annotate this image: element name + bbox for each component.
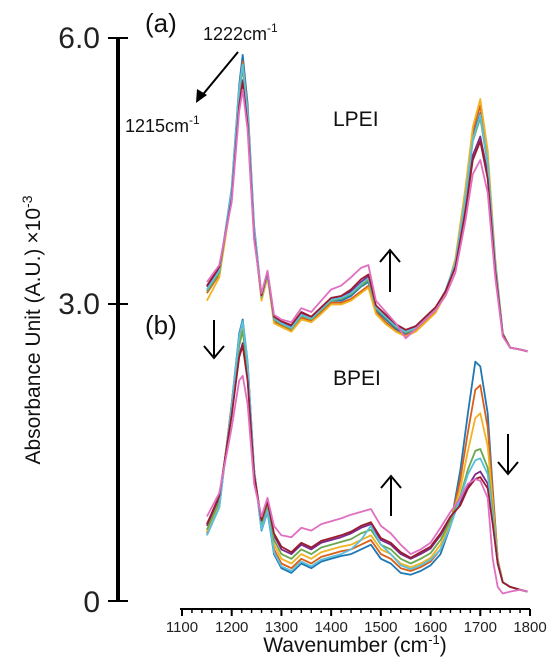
annotation-arrow-head: [196, 89, 207, 103]
x-axis-title-close: ): [440, 634, 447, 657]
annotation-1215: 1215cm-1: [125, 113, 200, 136]
series-line-b-1: [206, 318, 528, 593]
x-tick-label: 1200: [215, 619, 248, 636]
panel-label-a: (a): [145, 8, 177, 38]
y-tick-label: 3.0: [58, 288, 100, 321]
x-axis-title-exp: -1: [428, 632, 440, 647]
annotation-1222: 1222cm-1: [203, 21, 278, 44]
x-axis-title: Wavenumber (cm-1): [263, 632, 447, 657]
x-tick-label: 1700: [464, 619, 497, 636]
x-tick-label: 1800: [513, 619, 546, 636]
x-tick-labels: 1100 1200 1300 1400 1500 1600 1700 1800: [166, 619, 547, 636]
series-line-b-7: [206, 344, 528, 593]
sample-label-lpei: LPEI: [333, 108, 379, 131]
y-tick-label: 6.0: [58, 22, 100, 55]
y-axis-title-text: Absorbance Unit (A.U.): [22, 249, 45, 465]
y-axis-title: Absorbance Unit (A.U.) ×10-3: [19, 195, 45, 464]
series-layer: [206, 54, 528, 595]
x-tick-label: 1300: [265, 619, 298, 636]
sample-label-bpei: BPEI: [333, 367, 381, 390]
x-tick-label: 1500: [364, 619, 397, 636]
series-line-b-8: [206, 374, 528, 595]
x-axis-title-text: Wavenumber (cm: [263, 634, 428, 657]
y-axis-title-exp: -3: [19, 195, 35, 208]
x-tick-label: 1400: [314, 619, 347, 636]
series-line-a-8: [206, 88, 528, 353]
trend-arrow-down-b-left: [203, 320, 225, 360]
panel-label-b: (b): [145, 310, 177, 340]
annotation-arrow-line: [199, 51, 239, 99]
trend-arrow-down-b-right: [497, 434, 519, 476]
trend-arrow-up-b: [380, 474, 402, 516]
series-line-a-6: [206, 63, 528, 353]
trend-arrow-up-a: [379, 248, 401, 292]
x-minor-ticks: [181, 609, 531, 616]
x-tick-label: 1600: [414, 619, 447, 636]
x-tick-label: 1100: [166, 619, 198, 636]
y-tick-label: 0: [83, 586, 100, 619]
y-axis-title-mult: ×10: [22, 208, 45, 244]
series-line-b-6: [206, 320, 528, 593]
